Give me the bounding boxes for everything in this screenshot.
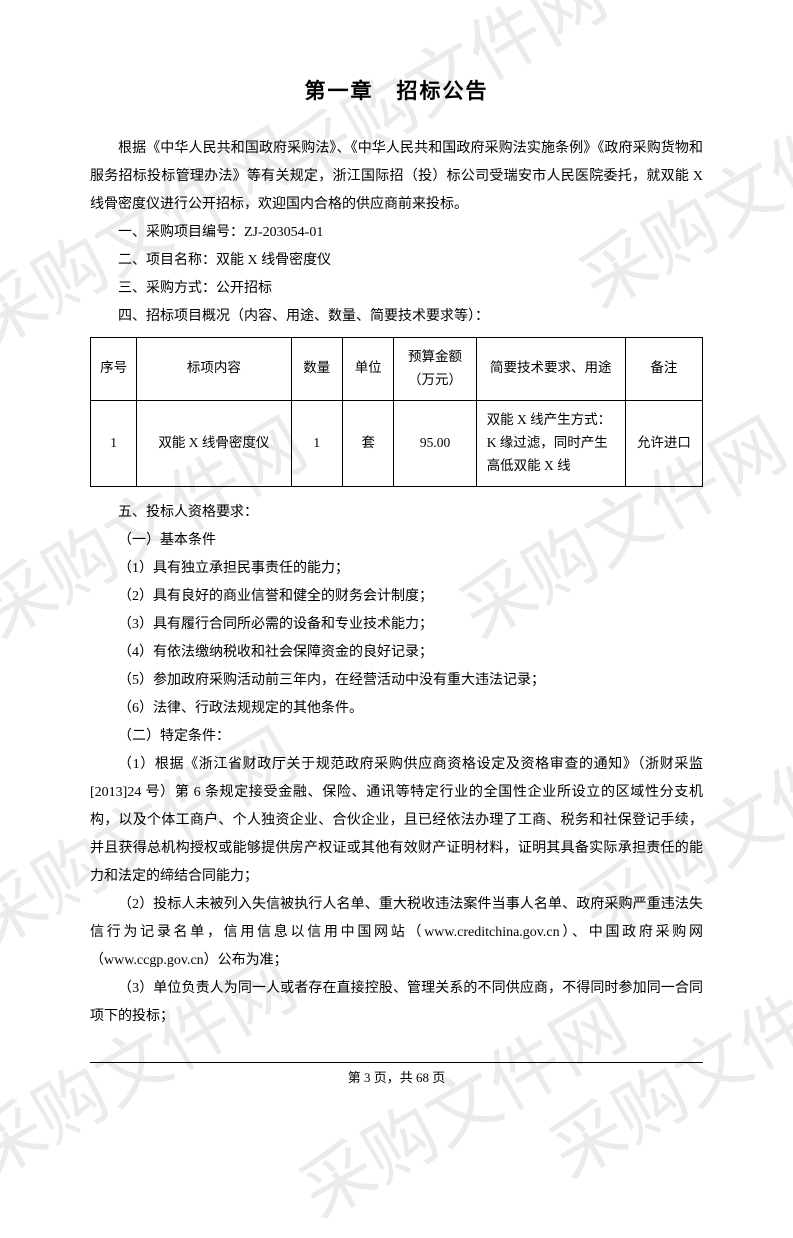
basic-conditions-header: （一）基本条件: [90, 527, 703, 555]
cell-seq: 1: [91, 400, 137, 486]
header-unit: 单位: [342, 338, 393, 401]
header-budget: 预算金额（万元）: [394, 338, 476, 401]
cell-unit: 套: [342, 400, 393, 486]
intro-paragraph: 根据《中华人民共和国政府采购法》、《中华人民共和国政府采购法实施条例》《政府采购…: [90, 135, 703, 219]
header-qty: 数量: [291, 338, 342, 401]
basic-condition-2: （2）具有良好的商业信誉和健全的财务会计制度；: [90, 583, 703, 611]
project-table: 序号 标项内容 数量 单位 预算金额（万元） 简要技术要求、用途 备注 1 双能…: [90, 337, 703, 487]
cell-req: 双能 X 线产生方式：K 缘过滤，同时产生高低双能 X 线: [476, 400, 625, 486]
page-title: 第一章 招标公告: [90, 75, 703, 105]
header-seq: 序号: [91, 338, 137, 401]
item-project-name: 二、项目名称：双能 X 线骨密度仪: [90, 247, 703, 275]
item-project-overview: 四、招标项目概况（内容、用途、数量、简要技术要求等）：: [90, 303, 703, 331]
header-content: 标项内容: [137, 338, 291, 401]
table-header-row: 序号 标项内容 数量 单位 预算金额（万元） 简要技术要求、用途 备注: [91, 338, 703, 401]
item-procurement-method: 三、采购方式：公开招标: [90, 275, 703, 303]
basic-condition-6: （6）法律、行政法规规定的其他条件。: [90, 695, 703, 723]
specific-condition-2: （2）投标人未被列入失信被执行人名单、重大税收违法案件当事人名单、政府采购严重违…: [90, 891, 703, 975]
specific-condition-3: （3）单位负责人为同一人或者存在直接控股、管理关系的不同供应商，不得同时参加同一…: [90, 975, 703, 1031]
cell-budget: 95.00: [394, 400, 476, 486]
basic-condition-3: （3）具有履行合同所必需的设备和专业技术能力；: [90, 611, 703, 639]
page-content: 第一章 招标公告 根据《中华人民共和国政府采购法》、《中华人民共和国政府采购法实…: [0, 0, 793, 1071]
header-note: 备注: [625, 338, 702, 401]
item-bidder-qualification: 五、投标人资格要求：: [90, 499, 703, 527]
item-project-number: 一、采购项目编号：ZJ-203054-01: [90, 219, 703, 247]
cell-qty: 1: [291, 400, 342, 486]
basic-condition-1: （1）具有独立承担民事责任的能力；: [90, 555, 703, 583]
specific-conditions-header: （二）特定条件：: [90, 723, 703, 751]
basic-condition-5: （5）参加政府采购活动前三年内，在经营活动中没有重大违法记录；: [90, 667, 703, 695]
basic-condition-4: （4）有依法缴纳税收和社会保障资金的良好记录；: [90, 639, 703, 667]
cell-note: 允许进口: [625, 400, 702, 486]
table-row: 1 双能 X 线骨密度仪 1 套 95.00 双能 X 线产生方式：K 缘过滤，…: [91, 400, 703, 486]
header-req: 简要技术要求、用途: [476, 338, 625, 401]
cell-content: 双能 X 线骨密度仪: [137, 400, 291, 486]
specific-condition-1: （1）根据《浙江省财政厅关于规范政府采购供应商资格设定及资格审查的通知》（浙财采…: [90, 751, 703, 891]
